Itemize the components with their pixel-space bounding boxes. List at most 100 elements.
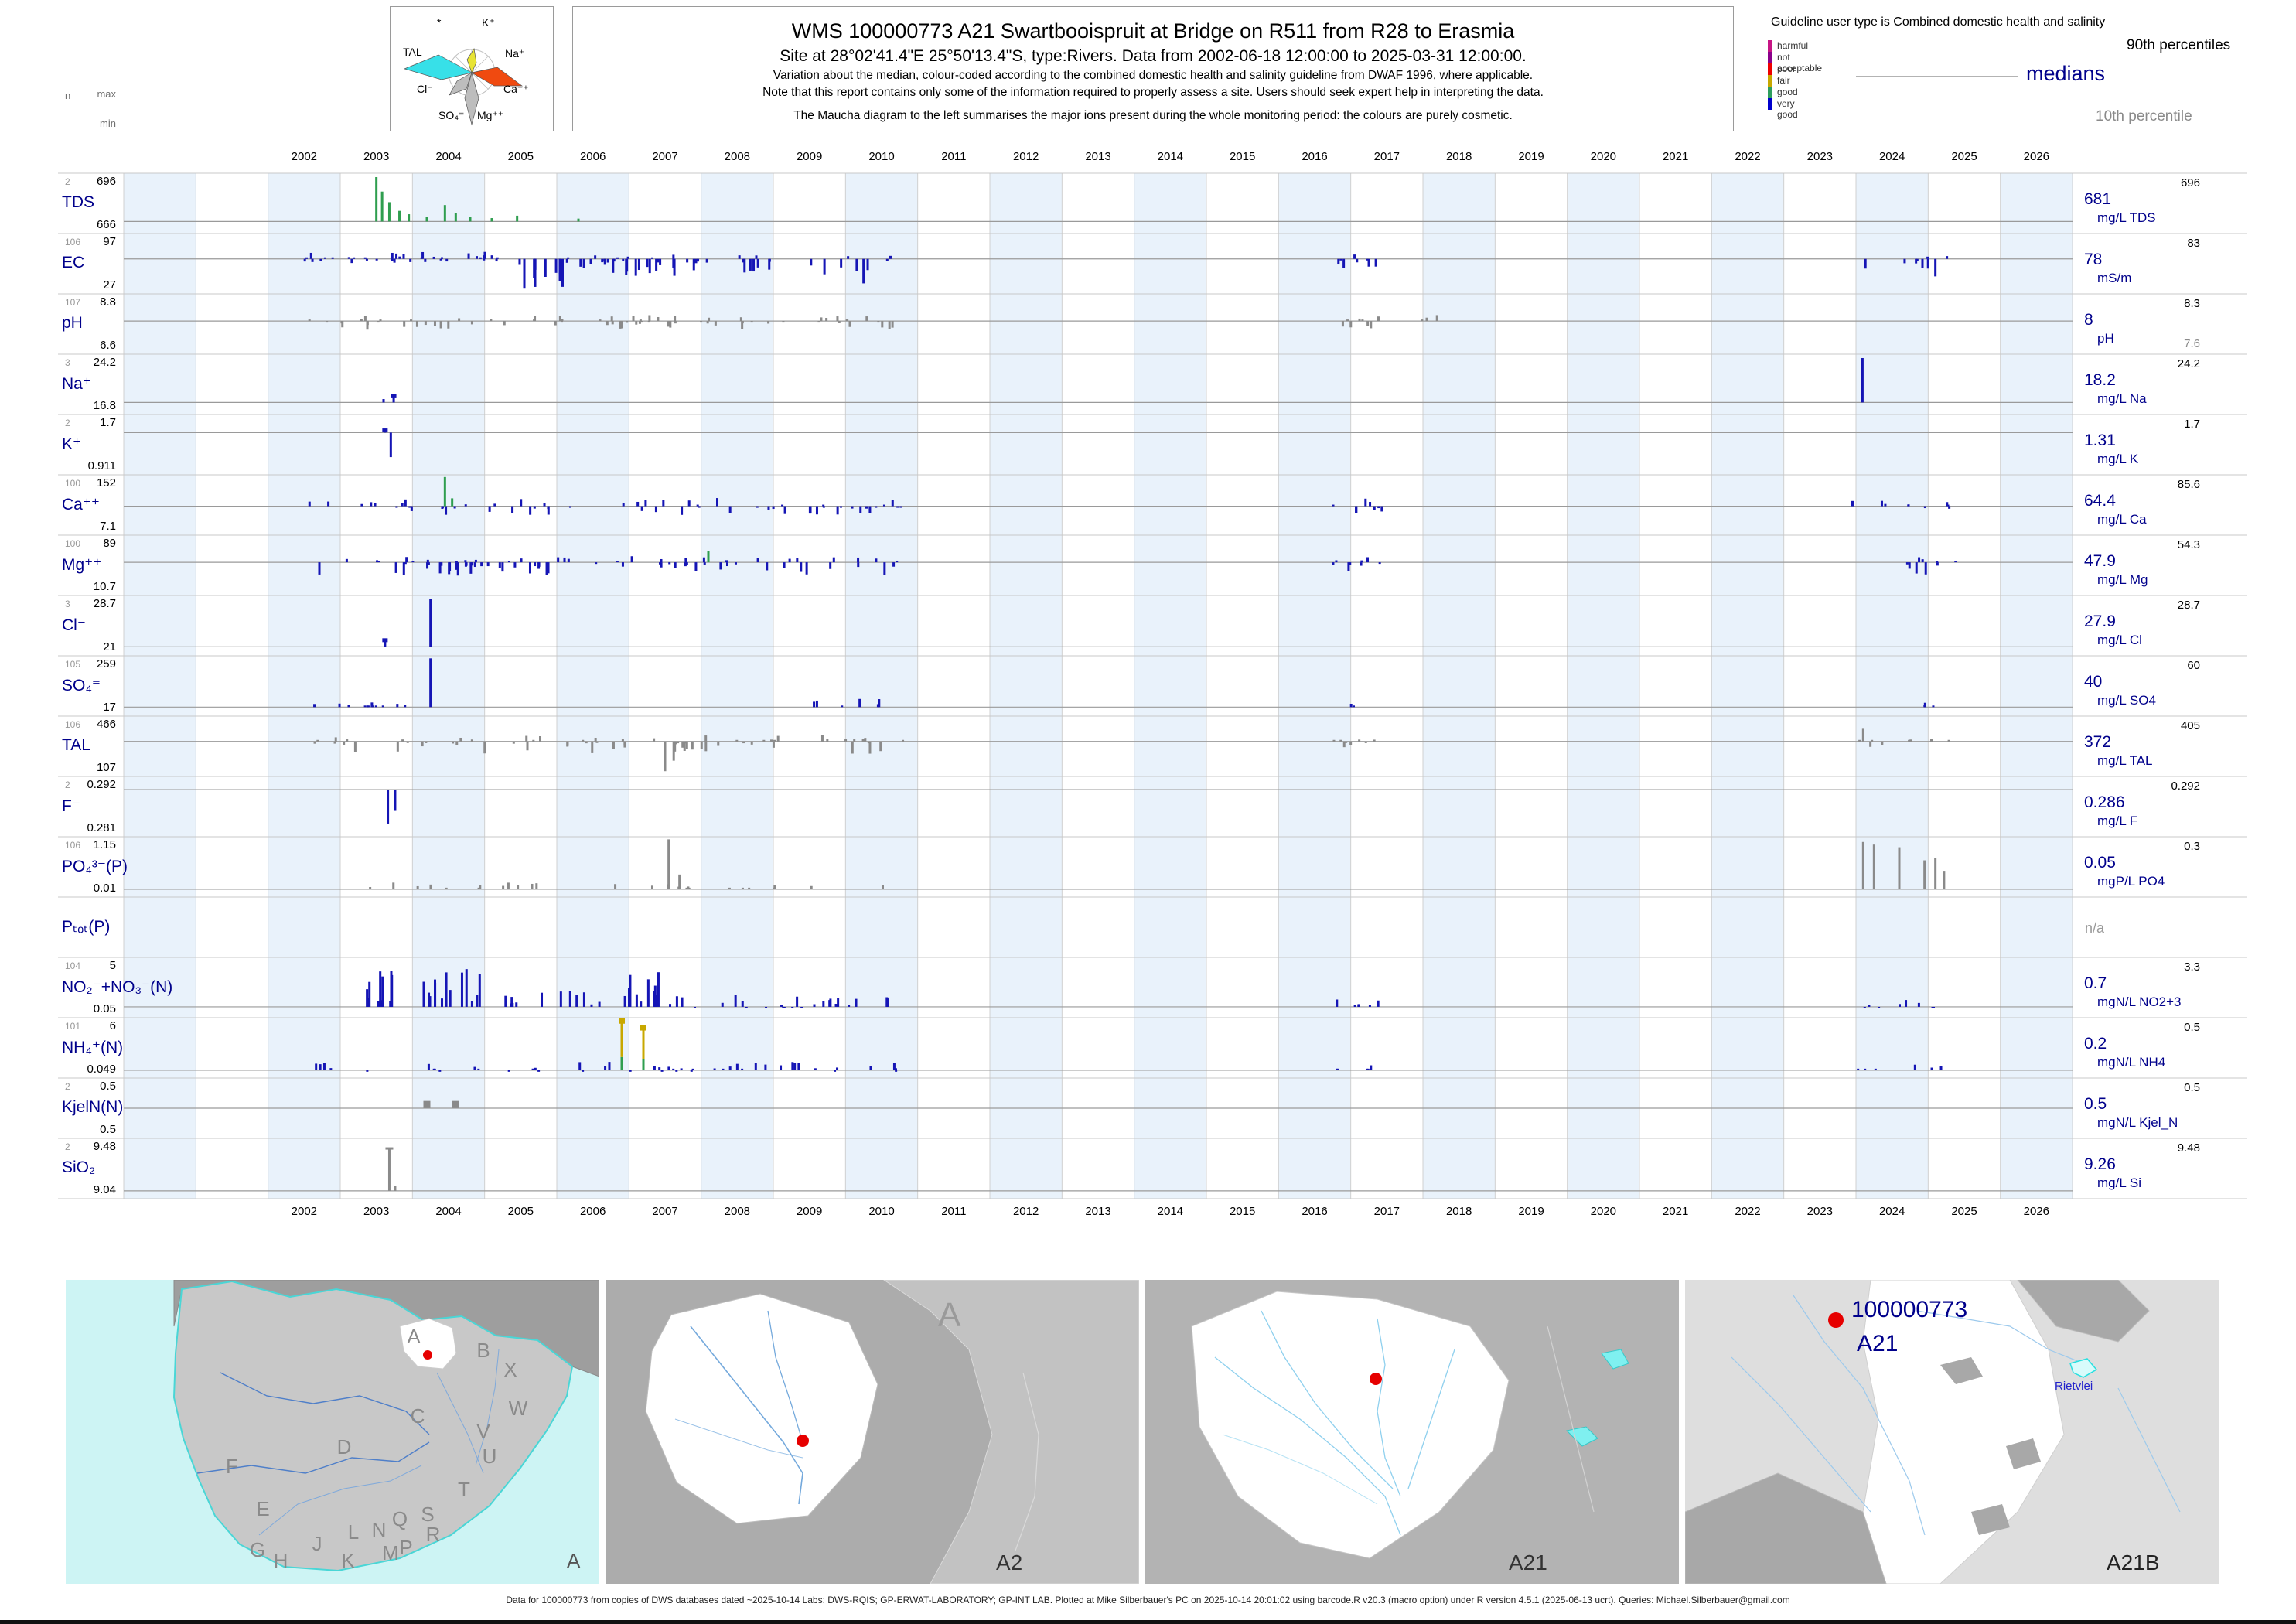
bar-down xyxy=(1948,506,1951,509)
bar-up xyxy=(793,1063,797,1070)
water-body-label: Rietvlei xyxy=(2055,1380,2093,1393)
bar-down xyxy=(742,258,745,263)
bar-up xyxy=(1358,318,1361,322)
map-corner-label-a: A xyxy=(567,1549,581,1572)
bar-down xyxy=(896,506,899,508)
bar-down xyxy=(1924,562,1927,575)
bar-up xyxy=(490,319,493,322)
value-median-so4: 40 xyxy=(2084,673,2103,691)
param-label-tal: TAL xyxy=(62,736,90,754)
bar-down xyxy=(433,321,436,326)
bar-down xyxy=(648,258,651,274)
value-median-nh4: 0.2 xyxy=(2084,1035,2107,1053)
bar-up xyxy=(539,736,542,742)
series-f xyxy=(124,789,2073,824)
bar-up xyxy=(474,559,477,563)
bar-down xyxy=(1881,741,1884,745)
bar-up xyxy=(429,599,432,647)
bar-up xyxy=(429,658,432,708)
year-label-2025: 2025 xyxy=(1951,150,1977,163)
bar-down xyxy=(783,562,786,568)
bar-down xyxy=(534,258,537,287)
bar-up xyxy=(1868,1005,1871,1007)
year-label-2020: 2020 xyxy=(1590,1205,1617,1218)
bar-up xyxy=(451,498,454,507)
bar-up xyxy=(416,885,419,889)
bar-up xyxy=(780,1005,783,1007)
bar-up xyxy=(635,994,638,1007)
bar-up xyxy=(788,558,791,563)
bar-up xyxy=(1364,498,1367,507)
bar-up xyxy=(764,1064,767,1070)
bar-up xyxy=(889,255,892,259)
bar-up xyxy=(470,739,473,742)
bar-down xyxy=(620,321,623,329)
series-ca xyxy=(124,476,2073,515)
bar-up xyxy=(672,1068,675,1070)
bar-up xyxy=(1913,1064,1916,1070)
bar-up xyxy=(391,252,394,259)
bar-up xyxy=(820,317,823,322)
report-title: WMS 100000773 A21 Swartbooispruit at Bri… xyxy=(791,19,1515,43)
bar-up xyxy=(563,557,566,563)
bar-down xyxy=(674,741,677,745)
bar-up xyxy=(672,254,675,259)
bar-up xyxy=(345,558,348,563)
bar-up xyxy=(660,558,663,563)
bar-up xyxy=(387,202,391,222)
drainage-region-letter-R: R xyxy=(426,1523,441,1546)
bar-down xyxy=(545,562,548,575)
stat-n-f: 2 xyxy=(65,780,70,790)
bar-up xyxy=(405,557,408,563)
bar-down xyxy=(848,321,851,327)
bar-up xyxy=(781,504,784,507)
year-label-2021: 2021 xyxy=(1662,1205,1689,1218)
bar-down xyxy=(473,562,476,568)
bar-up xyxy=(828,1000,831,1007)
param-label-no23: NO₂⁻+NO₃⁻(N) xyxy=(62,978,173,996)
bar-up xyxy=(654,995,657,1007)
bar-down xyxy=(438,1070,442,1072)
maucha-label-k: K⁺ xyxy=(482,16,495,29)
bar-up xyxy=(567,257,570,259)
bar-up xyxy=(392,396,395,403)
bottom-edge-bar xyxy=(0,1620,2296,1624)
maucha-label-ca: Ca⁺⁺ xyxy=(503,83,529,95)
bar-down xyxy=(782,321,785,323)
param-label-nh4: NH₄⁺(N) xyxy=(62,1039,124,1056)
param-label-ph: pH xyxy=(62,314,83,332)
bar-down xyxy=(765,1006,768,1008)
bar-down xyxy=(766,562,769,571)
bar-down xyxy=(547,562,550,574)
bar-up xyxy=(674,316,677,322)
maucha-wedge-mg xyxy=(464,71,479,126)
stat-max-k: 1.7 xyxy=(100,416,116,429)
site-dot-secondary xyxy=(1370,1373,1382,1385)
bar-up xyxy=(1934,858,1937,889)
bar-down xyxy=(1373,506,1376,510)
bar-down xyxy=(626,321,629,323)
value-p90-f: 0.292 xyxy=(2171,780,2200,793)
year-label-2022: 2022 xyxy=(1735,1205,1761,1218)
maucha-label-mg: Mg⁺⁺ xyxy=(477,109,504,121)
stat-min-ec: 27 xyxy=(103,278,116,292)
bar-down xyxy=(445,506,448,515)
bar-down xyxy=(805,562,808,575)
bar-up xyxy=(623,995,626,1007)
stat-max-cl: 28.7 xyxy=(93,597,116,610)
year-label-2009: 2009 xyxy=(796,1205,823,1218)
bar-down xyxy=(394,562,397,573)
bar-down xyxy=(1926,258,1929,269)
year-label-2016: 2016 xyxy=(1302,150,1328,163)
bar-down xyxy=(544,258,547,278)
bar-up xyxy=(473,1066,476,1070)
drainage-region-letter-C: C xyxy=(411,1404,425,1428)
bar-up xyxy=(646,979,650,1007)
bar-down xyxy=(537,562,541,567)
drainage-region-letter-A: A xyxy=(407,1325,421,1348)
bar-up xyxy=(398,210,401,222)
series-no23 xyxy=(124,969,2073,1008)
value-median-tal: 372 xyxy=(2084,733,2112,751)
bar-up xyxy=(696,504,699,507)
class-swatch-not-acceptable xyxy=(1768,52,1772,63)
